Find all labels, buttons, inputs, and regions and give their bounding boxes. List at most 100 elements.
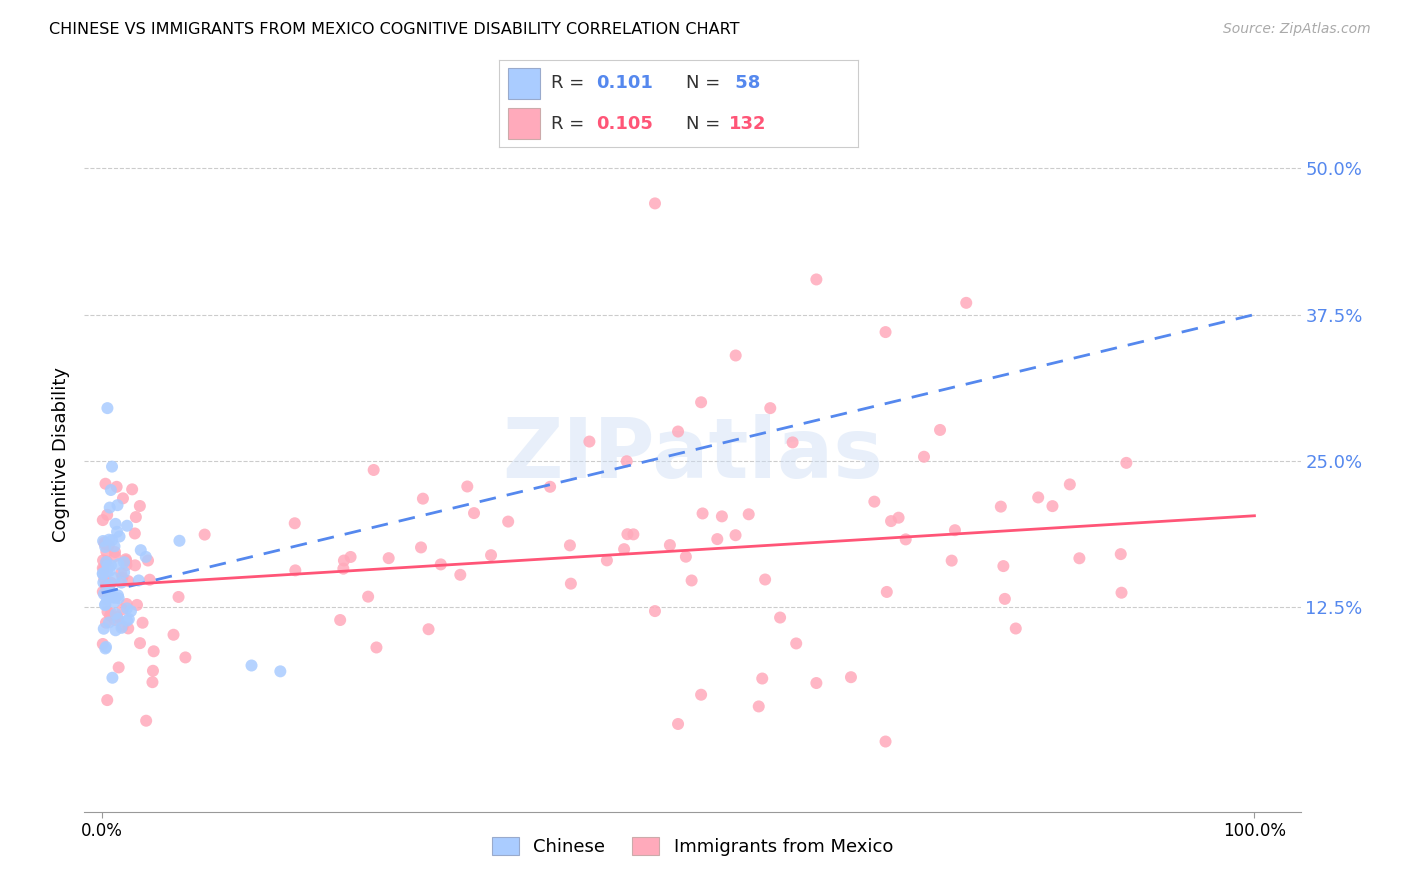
Point bbox=[115, 597, 138, 611]
Point bbox=[104, 545, 127, 559]
Point bbox=[101, 533, 124, 548]
Point bbox=[644, 196, 666, 211]
Point bbox=[98, 608, 121, 623]
Point bbox=[96, 592, 118, 607]
Point bbox=[93, 575, 115, 590]
Point bbox=[100, 558, 122, 573]
Point bbox=[738, 508, 761, 522]
Point bbox=[1004, 622, 1026, 636]
Point bbox=[105, 524, 128, 539]
Point bbox=[107, 612, 129, 626]
Point bbox=[93, 587, 115, 601]
Point bbox=[96, 554, 118, 568]
Y-axis label: Cognitive Disability: Cognitive Disability bbox=[52, 368, 70, 542]
Point bbox=[1042, 499, 1064, 513]
Point bbox=[692, 507, 714, 521]
Point bbox=[107, 558, 129, 572]
Point bbox=[124, 558, 146, 573]
Point bbox=[121, 483, 143, 497]
Point bbox=[339, 549, 361, 564]
Point bbox=[1026, 491, 1049, 505]
Point bbox=[613, 542, 636, 557]
Point bbox=[96, 545, 118, 559]
Point bbox=[104, 607, 127, 621]
Point bbox=[875, 734, 897, 748]
Text: CHINESE VS IMMIGRANTS FROM MEXICO COGNITIVE DISABILITY CORRELATION CHART: CHINESE VS IMMIGRANTS FROM MEXICO COGNIT… bbox=[49, 22, 740, 37]
Point bbox=[124, 526, 146, 541]
Text: R =: R = bbox=[551, 74, 585, 93]
Text: N =: N = bbox=[686, 114, 720, 133]
Point bbox=[1059, 477, 1081, 491]
Point bbox=[115, 518, 138, 533]
Point bbox=[496, 515, 519, 529]
Point bbox=[96, 605, 118, 619]
Point bbox=[990, 500, 1012, 514]
Point bbox=[103, 591, 125, 605]
Text: Source: ZipAtlas.com: Source: ZipAtlas.com bbox=[1223, 22, 1371, 37]
Text: N =: N = bbox=[686, 74, 720, 93]
Point bbox=[138, 573, 160, 587]
Point bbox=[142, 664, 165, 678]
Point bbox=[97, 538, 120, 552]
Point bbox=[98, 583, 121, 598]
Point bbox=[142, 644, 165, 658]
Point bbox=[112, 566, 135, 580]
Point bbox=[449, 567, 471, 582]
Point bbox=[91, 561, 114, 575]
Point bbox=[94, 598, 117, 612]
Point bbox=[994, 591, 1017, 606]
Point bbox=[409, 541, 432, 555]
Point bbox=[125, 598, 148, 612]
Point bbox=[100, 606, 122, 620]
Point bbox=[107, 498, 129, 512]
Point bbox=[751, 672, 773, 686]
Point bbox=[105, 610, 128, 624]
Point bbox=[194, 527, 217, 541]
Point bbox=[94, 476, 117, 491]
Point bbox=[98, 564, 121, 578]
Point bbox=[912, 450, 935, 464]
Text: 0.101: 0.101 bbox=[596, 74, 652, 93]
Point bbox=[94, 640, 117, 654]
Point bbox=[863, 494, 886, 508]
Point bbox=[558, 538, 581, 552]
Point bbox=[759, 401, 782, 416]
Point bbox=[91, 534, 114, 549]
Point bbox=[329, 613, 352, 627]
Point bbox=[104, 624, 127, 638]
Point bbox=[111, 570, 134, 584]
Text: 58: 58 bbox=[728, 74, 761, 93]
Point bbox=[98, 500, 121, 515]
Point bbox=[112, 555, 135, 569]
Point bbox=[284, 516, 307, 531]
Point bbox=[107, 591, 129, 606]
Point bbox=[621, 527, 644, 541]
Point bbox=[93, 562, 115, 576]
Point bbox=[894, 533, 917, 547]
Point bbox=[366, 640, 388, 655]
Point bbox=[105, 480, 128, 494]
Point bbox=[115, 558, 138, 573]
Point bbox=[332, 562, 354, 576]
Point bbox=[993, 559, 1015, 574]
Point bbox=[162, 628, 184, 642]
Point bbox=[115, 614, 138, 628]
Point bbox=[1109, 547, 1132, 561]
Point bbox=[91, 566, 114, 581]
Point bbox=[363, 463, 385, 477]
Point bbox=[136, 553, 159, 567]
Point bbox=[115, 601, 138, 615]
Point bbox=[96, 693, 118, 707]
Point bbox=[690, 395, 713, 409]
Point bbox=[97, 533, 120, 547]
Point bbox=[929, 423, 952, 437]
Point bbox=[104, 571, 127, 585]
Point bbox=[839, 670, 862, 684]
Point bbox=[120, 604, 142, 618]
Point bbox=[104, 613, 127, 627]
Point bbox=[115, 552, 138, 566]
Point bbox=[91, 637, 114, 651]
Point bbox=[118, 612, 141, 626]
Point bbox=[91, 553, 114, 567]
Point bbox=[681, 574, 703, 588]
